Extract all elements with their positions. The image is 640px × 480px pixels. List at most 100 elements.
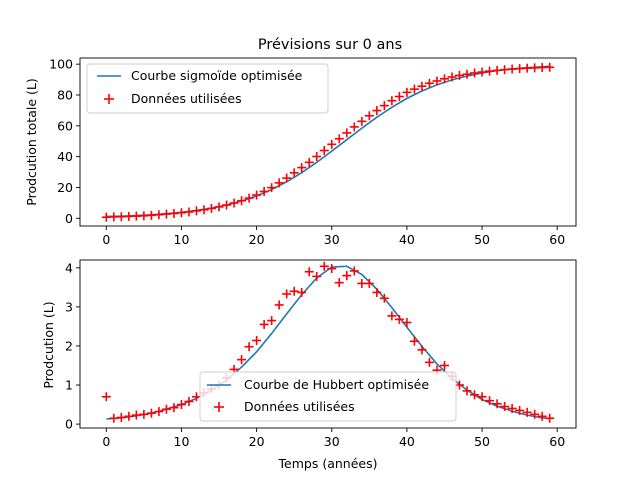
data-point-marker <box>252 335 262 345</box>
data-point-marker <box>424 78 434 88</box>
data-point-marker <box>394 92 404 102</box>
data-point-marker <box>101 212 111 222</box>
data-point-marker <box>154 407 164 417</box>
legend-box <box>86 63 329 114</box>
y-tick-label: 100 <box>49 57 73 72</box>
data-point-marker <box>319 261 329 271</box>
data-point-marker <box>109 212 119 222</box>
data-point-marker <box>131 211 141 221</box>
data-point-marker <box>409 336 419 346</box>
legend-entry-data: Données utilisées <box>244 399 355 414</box>
data-point-marker <box>379 293 389 303</box>
data-point-marker <box>409 84 419 94</box>
data-point-marker <box>191 392 201 402</box>
data-point-marker <box>379 101 389 111</box>
x-tick-label: 50 <box>474 232 490 247</box>
y-tick-label: 4 <box>65 260 73 275</box>
data-point-marker <box>342 128 352 138</box>
data-point-marker <box>116 212 126 222</box>
x-tick-label: 20 <box>249 434 265 449</box>
y-tick-label: 40 <box>57 149 73 164</box>
data-point-marker <box>304 157 314 167</box>
y-tick-label: 20 <box>57 180 73 195</box>
data-point-marker <box>364 111 374 121</box>
data-point-marker <box>259 186 269 196</box>
data-point-marker <box>101 392 111 402</box>
data-point-marker <box>282 289 292 299</box>
data-point-marker <box>545 413 555 423</box>
data-point-marker <box>297 287 307 297</box>
data-point-marker <box>462 69 472 79</box>
data-point-marker <box>207 203 217 213</box>
legend: Courbe sigmoïde optimisée Données utilis… <box>86 63 329 114</box>
data-point-marker <box>372 287 382 297</box>
data-point-marker <box>267 316 277 326</box>
data-point-marker <box>530 409 540 419</box>
data-point-marker <box>176 400 186 410</box>
data-point-marker <box>342 271 352 281</box>
data-point-marker <box>372 106 382 116</box>
x-tick-label: 30 <box>324 434 340 449</box>
x-tick-label: 0 <box>102 232 110 247</box>
data-point-marker <box>109 413 119 423</box>
data-point-marker <box>191 206 201 216</box>
data-point-marker <box>477 67 487 77</box>
y-tick-label: 2 <box>65 338 73 353</box>
data-point-marker <box>244 193 254 203</box>
legend-entry-curve: Courbe de Hubbert optimisée <box>244 377 429 392</box>
data-point-marker <box>289 168 299 178</box>
data-point-marker <box>522 63 532 73</box>
data-point-marker <box>402 87 412 97</box>
data-point-marker <box>462 386 472 396</box>
data-point-marker <box>364 278 374 288</box>
y-tick-label: 3 <box>65 299 73 314</box>
data-point-marker <box>500 65 510 75</box>
legend: Courbe de Hubbert optimisée Données util… <box>199 371 457 422</box>
data-point-marker <box>545 62 555 72</box>
data-point-marker <box>470 68 480 78</box>
data-point-marker <box>417 81 427 91</box>
data-point-marker <box>124 411 134 421</box>
data-point-marker <box>357 278 367 288</box>
x-tick-label: 50 <box>474 434 490 449</box>
annual-production-panel: Prodcution (L) Temps (années) 0 10 20 30 40 5… <box>41 259 577 471</box>
data-point-marker <box>485 66 495 76</box>
data-point-marker <box>522 407 532 417</box>
data-point-marker <box>424 357 434 367</box>
data-point-marker <box>312 151 322 161</box>
tick-group: 0 10 20 30 40 50 60 0 1 2 3 4 <box>65 260 565 449</box>
y-tick-label: 60 <box>57 118 73 133</box>
data-point-marker <box>154 210 164 220</box>
data-point-marker <box>161 209 171 219</box>
data-point-marker <box>199 205 209 215</box>
data-point-marker <box>507 403 517 413</box>
data-point-marker <box>349 266 359 276</box>
data-point-marker <box>492 399 502 409</box>
x-tick-label: 20 <box>249 232 265 247</box>
plot-area <box>101 62 555 222</box>
x-tick-label: 30 <box>324 232 340 247</box>
data-point-marker <box>124 211 134 221</box>
data-point-marker <box>259 319 269 329</box>
data-point-marker <box>334 278 344 288</box>
y-tick-label: 0 <box>65 417 73 432</box>
data-point-marker <box>530 63 540 73</box>
data-point-marker <box>237 355 247 365</box>
legend-entry-data: Données utilisées <box>131 91 242 106</box>
data-point-marker <box>229 198 239 208</box>
data-point-marker <box>169 403 179 413</box>
legend-marker-swatch <box>214 402 224 412</box>
data-point-marker <box>282 173 292 183</box>
legend-marker-swatch <box>104 94 114 104</box>
data-point-marker <box>387 311 397 321</box>
data-point-marker <box>357 116 367 126</box>
y-tick-label: 1 <box>65 378 73 393</box>
x-tick-label: 60 <box>549 232 565 247</box>
y-axis-label: Prodcution totale (L) <box>24 78 39 205</box>
data-point-marker <box>139 409 149 419</box>
x-axis-label: Temps (années) <box>278 456 378 471</box>
axes-frame <box>79 259 577 429</box>
chart-title: Prévisions sur 0 ans <box>258 37 402 53</box>
data-point-marker <box>477 392 487 402</box>
